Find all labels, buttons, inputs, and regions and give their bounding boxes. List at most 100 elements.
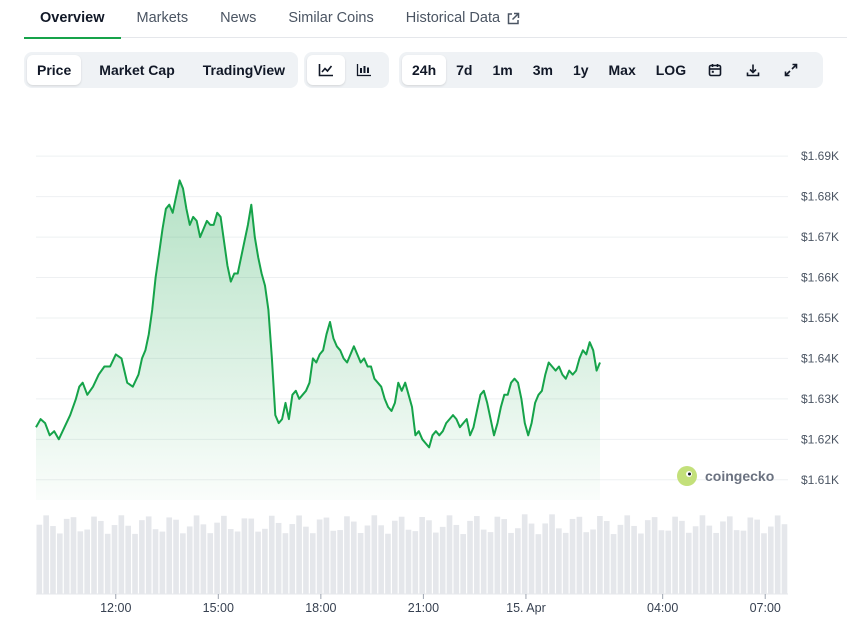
volume-bar <box>583 532 590 594</box>
volume-bar <box>57 533 63 594</box>
volume-bar <box>296 515 302 594</box>
volume-bar <box>419 517 425 594</box>
volume-bar <box>337 530 343 594</box>
range-max[interactable]: Max <box>608 62 636 78</box>
volume-bar <box>385 533 391 594</box>
chart-type-tradingview[interactable]: TradingView <box>202 62 285 78</box>
volume-bar <box>733 530 740 594</box>
candlestick-chart-icon <box>356 63 372 77</box>
range-3m[interactable]: 3m <box>532 62 553 78</box>
y-tick-label: $1.63K <box>801 392 839 406</box>
volume-bar <box>77 531 84 594</box>
y-tick-label: $1.68K <box>801 190 839 204</box>
y-tick-label: $1.64K <box>801 351 839 365</box>
volume-bar <box>597 516 603 594</box>
volume-bar <box>535 534 542 594</box>
volume-bar <box>487 532 494 594</box>
volume-bar <box>774 515 781 594</box>
volume-bar <box>426 520 432 594</box>
volume-bar <box>330 530 337 594</box>
volume-bar <box>350 521 357 594</box>
range-1y[interactable]: 1y <box>572 62 589 78</box>
volume-bar <box>221 515 227 594</box>
volume-bar <box>501 519 508 594</box>
y-tick-label: $1.67K <box>801 230 839 244</box>
volume-bar <box>227 529 234 594</box>
volume-bar <box>275 522 282 594</box>
volume-bar <box>70 517 77 594</box>
x-tick-label: 07:00 <box>750 601 781 615</box>
expand-icon <box>784 63 798 77</box>
volume-bar <box>439 526 446 594</box>
coingecko-watermark: coingecko <box>677 466 774 486</box>
download-icon <box>746 63 760 77</box>
volume-bar <box>433 532 439 594</box>
range-group: 24h 7d 1m 3m 1y Max LOG <box>399 52 823 88</box>
volume-bar <box>282 533 289 594</box>
volume-bar <box>617 524 624 594</box>
volume-bar <box>241 518 248 594</box>
volume-bar <box>159 531 166 594</box>
volume-bar <box>43 515 49 594</box>
chart-type-market-cap[interactable]: Market Cap <box>99 62 175 78</box>
volume-bar <box>747 517 754 594</box>
volume-bar <box>761 533 767 594</box>
chart-type-group: Price Market Cap TradingView <box>24 52 298 88</box>
volume-bar <box>63 518 70 594</box>
volume-bar <box>474 516 480 594</box>
volume-bar <box>405 529 412 594</box>
volume-bar <box>255 531 261 594</box>
volume-bar <box>364 525 371 594</box>
tab-historical-data[interactable]: Historical Data <box>390 0 536 38</box>
volume-bar <box>50 526 56 594</box>
volume-bar <box>193 515 200 594</box>
x-tick-label: 15:00 <box>203 601 234 615</box>
candlestick-chart-button[interactable] <box>345 55 383 85</box>
volume-bar <box>125 525 132 594</box>
tab-label: Similar Coins <box>288 10 374 26</box>
x-tick-label: 12:00 <box>100 601 131 615</box>
range-24h[interactable]: 24h <box>402 55 447 85</box>
volume-bar <box>268 515 275 594</box>
tab-overview[interactable]: Overview <box>24 0 121 39</box>
volume-bar <box>303 526 309 594</box>
tab-label: Overview <box>40 10 105 26</box>
view-mode-group <box>304 52 389 88</box>
volume-bar <box>515 528 521 594</box>
price-line <box>35 179 601 449</box>
volume-bar <box>36 524 43 594</box>
volume-bar <box>412 531 419 594</box>
volume-bar <box>91 516 97 594</box>
volume-bar <box>173 519 179 594</box>
range-log[interactable]: LOG <box>655 62 687 78</box>
volume-bar <box>631 525 637 594</box>
volume-bar <box>139 520 145 594</box>
volume-bar <box>289 524 296 594</box>
volume-bar <box>398 516 405 594</box>
tab-markets[interactable]: Markets <box>121 0 205 38</box>
volume-bar <box>391 520 398 594</box>
volume-bar <box>549 514 555 594</box>
volume-bar <box>111 525 118 594</box>
tab-news[interactable]: News <box>204 0 272 38</box>
volume-bar <box>556 528 562 594</box>
tab-label: Historical Data <box>405 10 501 26</box>
volume-bar <box>234 531 241 594</box>
volume-bar <box>460 534 466 594</box>
line-chart-button[interactable] <box>307 55 345 85</box>
volume-bar <box>248 518 255 594</box>
download-button[interactable] <box>734 55 772 85</box>
volume-bar <box>603 521 610 594</box>
calendar-button[interactable] <box>696 55 734 85</box>
y-tick-label: $1.65K <box>801 311 839 325</box>
range-7d[interactable]: 7d <box>456 62 473 78</box>
chart-type-price[interactable]: Price <box>27 55 82 85</box>
volume-bar <box>624 515 631 594</box>
volume-bar <box>98 520 104 594</box>
volume-bar <box>104 533 111 594</box>
volume-bar <box>371 515 378 594</box>
range-1m[interactable]: 1m <box>492 62 513 78</box>
expand-button[interactable] <box>772 55 810 85</box>
tab-similar-coins[interactable]: Similar Coins <box>272 0 389 38</box>
